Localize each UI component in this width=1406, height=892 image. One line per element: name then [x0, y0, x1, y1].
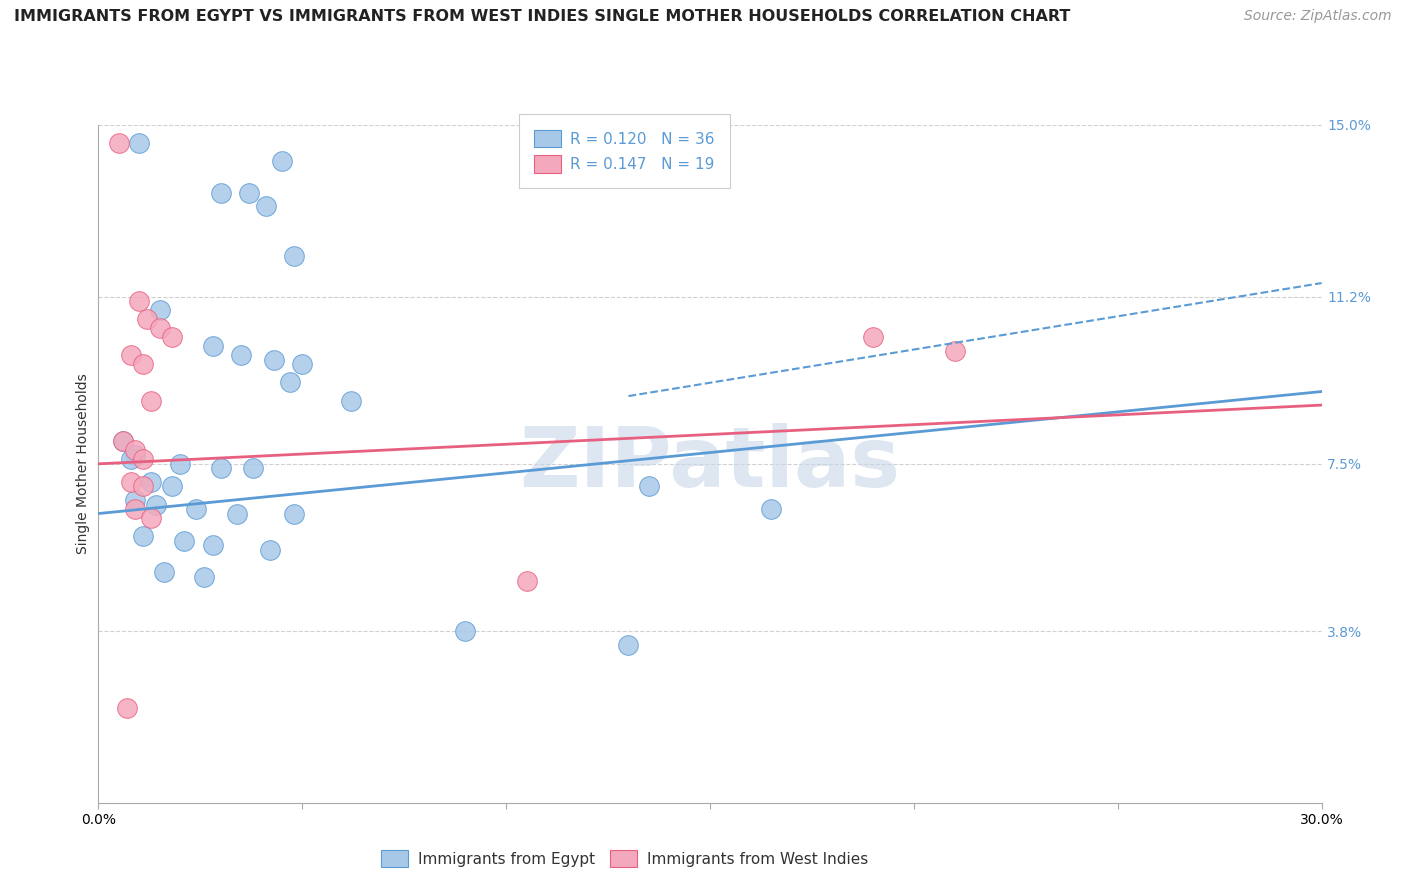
Point [120, 452, 142, 467]
Point [193, 570, 215, 584]
Legend: Immigrants from Egypt, Immigrants from West Indies: Immigrants from Egypt, Immigrants from W… [371, 840, 877, 877]
Point [231, 348, 253, 362]
Point [263, 352, 285, 367]
Point [291, 358, 314, 372]
Point [283, 249, 305, 263]
Point [209, 186, 232, 200]
Point [124, 448, 146, 462]
Point [132, 529, 155, 543]
Point [124, 443, 146, 458]
Point [152, 566, 174, 580]
Point [516, 574, 538, 589]
Point [111, 434, 134, 449]
Text: Source: ZipAtlas.com: Source: ZipAtlas.com [1244, 9, 1392, 23]
Point [201, 339, 224, 353]
Y-axis label: Single Mother Households: Single Mother Households [76, 374, 90, 554]
Point [226, 507, 249, 521]
Point [238, 186, 260, 200]
Point [141, 393, 163, 408]
Point [209, 461, 232, 475]
Point [115, 701, 138, 715]
Point [120, 348, 142, 362]
Text: IMMIGRANTS FROM EGYPT VS IMMIGRANTS FROM WEST INDIES SINGLE MOTHER HOUSEHOLDS CO: IMMIGRANTS FROM EGYPT VS IMMIGRANTS FROM… [14, 9, 1070, 24]
Text: ZIPatlas: ZIPatlas [520, 424, 900, 504]
Point [759, 502, 782, 516]
Point [340, 393, 363, 408]
Point [141, 475, 163, 489]
Point [132, 479, 155, 493]
Point [454, 624, 477, 638]
Point [128, 136, 150, 150]
Point [638, 479, 661, 493]
Point [173, 533, 195, 548]
Point [141, 511, 163, 525]
Point [943, 343, 966, 358]
Point [283, 507, 305, 521]
Point [111, 434, 134, 449]
Point [242, 461, 264, 475]
Point [270, 154, 294, 169]
Point [617, 638, 640, 652]
Point [124, 502, 146, 516]
Point [149, 303, 172, 318]
Point [201, 538, 224, 552]
Point [132, 358, 155, 372]
Point [160, 330, 183, 344]
Point [108, 136, 131, 150]
Point [254, 199, 277, 213]
Point [186, 502, 208, 516]
Point [136, 312, 159, 326]
Point [132, 452, 155, 467]
Point [862, 330, 884, 344]
Point [145, 498, 167, 512]
Point [149, 321, 172, 335]
Point [160, 479, 183, 493]
Point [259, 542, 281, 557]
Point [169, 457, 191, 471]
Point [278, 376, 301, 390]
Point [120, 475, 142, 489]
Point [128, 294, 150, 309]
Point [124, 493, 146, 508]
